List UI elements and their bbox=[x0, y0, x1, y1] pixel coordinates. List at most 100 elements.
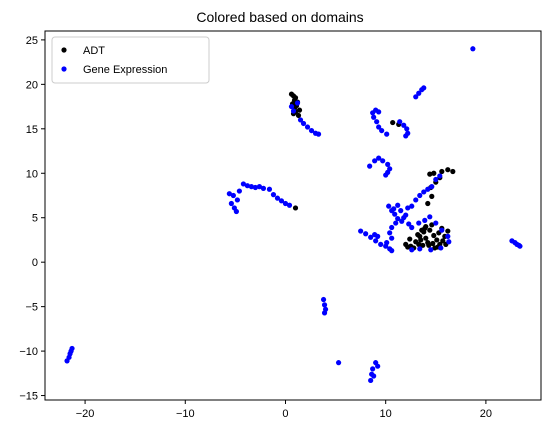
point-adt bbox=[423, 235, 429, 241]
point-gene-expression bbox=[297, 117, 304, 123]
point-gene-expression bbox=[392, 211, 398, 217]
point-gene-expression bbox=[427, 214, 433, 220]
point-gene-expression bbox=[69, 345, 75, 352]
point-gene-expression bbox=[233, 208, 239, 215]
legend-label-gene-expression: Gene Expression bbox=[83, 64, 167, 76]
y-tick-label: −15 bbox=[19, 391, 38, 403]
point-gene-expression bbox=[417, 192, 423, 199]
point-adt bbox=[416, 241, 422, 247]
y-tick-label: −10 bbox=[19, 346, 38, 358]
x-tick-label: −10 bbox=[176, 408, 195, 420]
point-gene-expression bbox=[397, 119, 403, 125]
point-gene-expression bbox=[230, 192, 236, 199]
point-gene-expression bbox=[379, 127, 385, 134]
point-gene-expression bbox=[413, 94, 419, 100]
point-gene-expression bbox=[403, 133, 409, 139]
point-gene-expression bbox=[421, 189, 427, 195]
point-gene-expression bbox=[376, 109, 382, 115]
point-adt bbox=[432, 245, 438, 251]
point-gene-expression bbox=[371, 373, 377, 379]
y-tick-label: 5 bbox=[32, 213, 38, 225]
point-gene-expression bbox=[290, 108, 297, 114]
point-gene-expression bbox=[266, 186, 273, 192]
point-gene-expression bbox=[236, 188, 242, 194]
x-tick-label: 10 bbox=[380, 408, 392, 420]
point-gene-expression bbox=[416, 220, 422, 226]
point-adt bbox=[296, 107, 303, 113]
point-adt bbox=[429, 222, 435, 228]
point-gene-expression bbox=[335, 360, 342, 366]
point-gene-expression bbox=[304, 124, 311, 130]
point-gene-expression bbox=[385, 161, 391, 167]
point-adt bbox=[427, 227, 433, 233]
point-gene-expression bbox=[376, 155, 382, 161]
point-gene-expression bbox=[417, 246, 423, 252]
point-gene-expression bbox=[252, 184, 259, 191]
point-gene-expression bbox=[226, 191, 232, 197]
point-adt bbox=[430, 240, 436, 247]
point-gene-expression bbox=[294, 100, 301, 106]
point-adt bbox=[405, 244, 411, 250]
point-adt bbox=[419, 227, 425, 233]
point-gene-expression bbox=[404, 126, 410, 132]
legend-marker-adt bbox=[61, 47, 67, 53]
point-gene-expression bbox=[425, 186, 431, 192]
x-tick-label: 20 bbox=[480, 408, 492, 420]
point-gene-expression bbox=[375, 233, 381, 239]
plot-frame bbox=[44, 30, 542, 401]
point-gene-expression bbox=[248, 184, 255, 190]
point-gene-expression bbox=[315, 131, 322, 137]
point-gene-expression bbox=[416, 90, 422, 96]
point-gene-expression bbox=[376, 124, 382, 130]
legend-box bbox=[51, 36, 210, 84]
x-tick-label: 0 bbox=[282, 408, 288, 420]
point-gene-expression bbox=[270, 192, 277, 198]
y-tick-label: 10 bbox=[26, 168, 38, 180]
point-gene-expression bbox=[409, 247, 415, 253]
point-gene-expression bbox=[367, 163, 373, 169]
point-gene-expression bbox=[378, 241, 384, 247]
point-adt bbox=[295, 112, 302, 119]
point-gene-expression bbox=[399, 218, 405, 224]
point-gene-expression bbox=[321, 302, 328, 308]
point-adt bbox=[425, 200, 431, 207]
point-gene-expression bbox=[401, 122, 407, 128]
point-gene-expression bbox=[286, 202, 293, 208]
point-adt bbox=[434, 237, 440, 243]
point-gene-expression bbox=[260, 185, 267, 191]
point-gene-expression bbox=[384, 131, 390, 137]
point-gene-expression bbox=[282, 200, 289, 207]
point-adt bbox=[445, 167, 451, 173]
point-gene-expression bbox=[320, 296, 327, 303]
point-gene-expression bbox=[445, 233, 451, 239]
point-gene-expression bbox=[389, 224, 395, 231]
point-gene-expression bbox=[405, 205, 411, 211]
point-gene-expression bbox=[429, 184, 435, 190]
point-gene-expression bbox=[395, 216, 401, 222]
point-adt bbox=[418, 237, 424, 243]
point-gene-expression bbox=[288, 103, 295, 110]
point-gene-expression bbox=[437, 173, 443, 179]
y-tick-label: 20 bbox=[26, 79, 38, 91]
point-gene-expression bbox=[375, 363, 381, 369]
point-gene-expression bbox=[368, 234, 374, 240]
point-gene-expression bbox=[391, 206, 397, 212]
legend: ADT Gene Expression bbox=[51, 36, 210, 84]
point-adt bbox=[431, 232, 437, 239]
point-gene-expression bbox=[321, 310, 328, 316]
point-gene-expression bbox=[373, 238, 379, 244]
y-tick-label: −5 bbox=[25, 302, 38, 314]
point-gene-expression bbox=[422, 217, 428, 223]
point-gene-expression bbox=[228, 200, 234, 207]
point-gene-expression bbox=[278, 198, 285, 204]
point-gene-expression bbox=[395, 202, 401, 208]
x-tick-label: −20 bbox=[76, 408, 95, 420]
point-gene-expression bbox=[383, 172, 389, 178]
point-adt bbox=[429, 193, 435, 199]
point-adt bbox=[426, 242, 432, 248]
point-gene-expression bbox=[389, 248, 395, 254]
point-adt bbox=[427, 171, 433, 177]
point-gene-expression bbox=[256, 184, 263, 190]
point-gene-expression bbox=[409, 224, 415, 231]
legend-marker-gene-expression bbox=[61, 66, 67, 72]
